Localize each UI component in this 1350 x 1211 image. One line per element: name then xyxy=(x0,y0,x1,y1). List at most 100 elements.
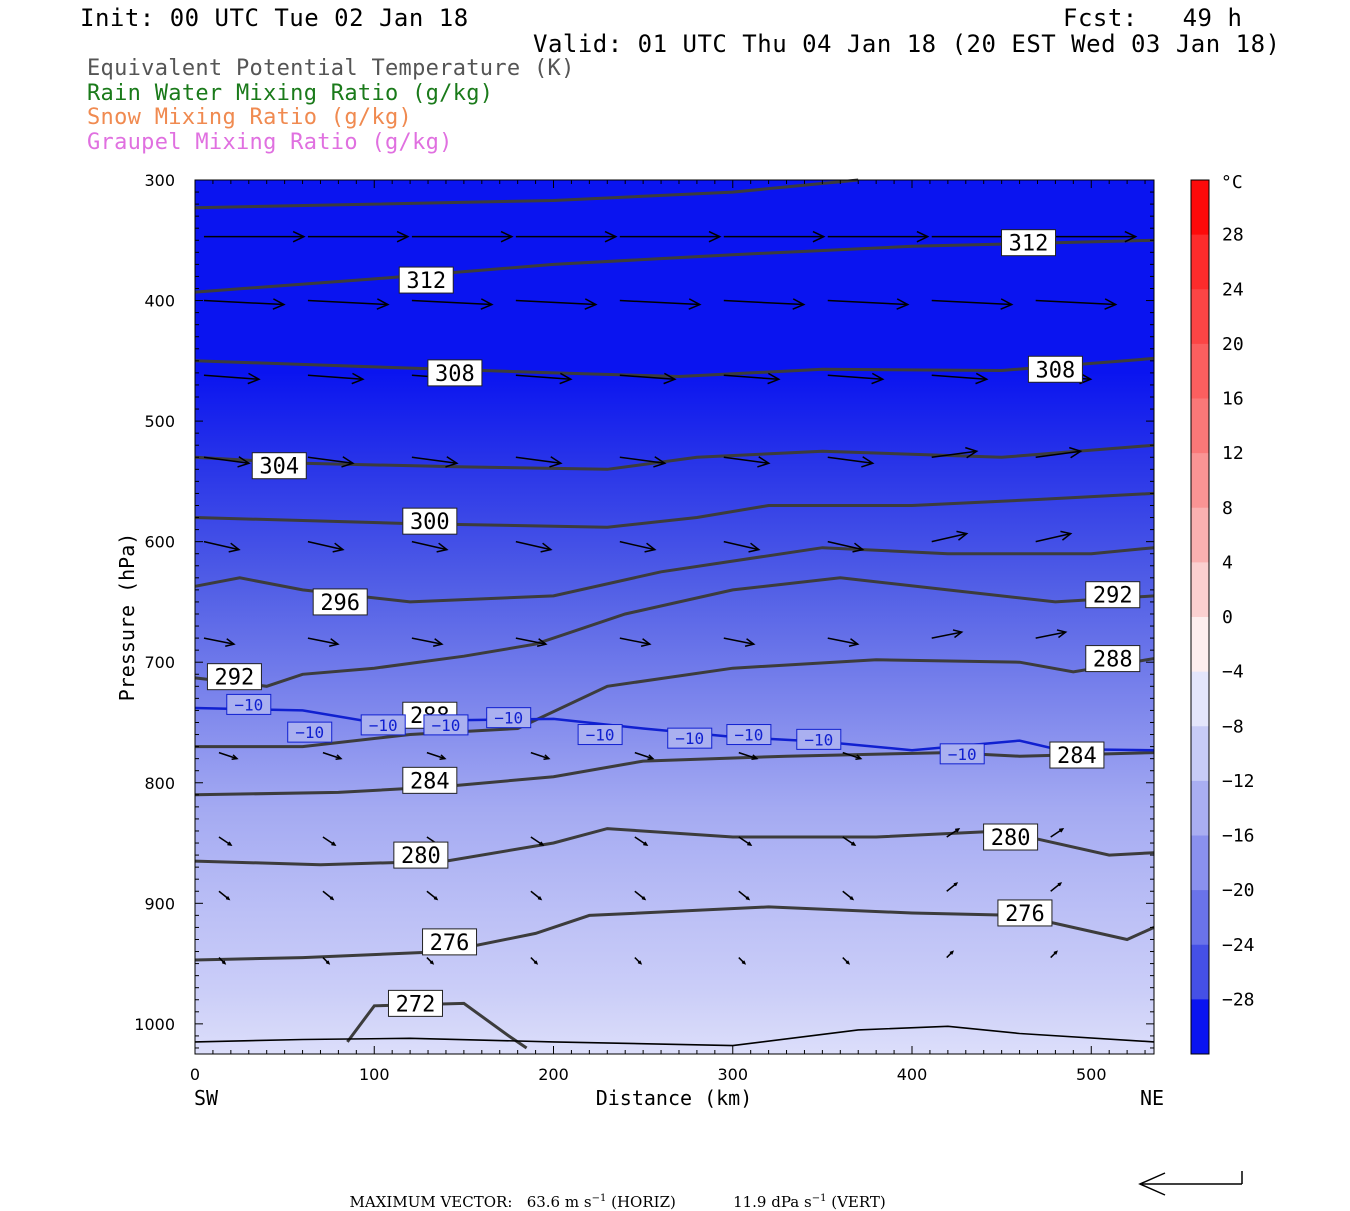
theta-e-label: 308 xyxy=(427,359,483,387)
theta-e-label: 312 xyxy=(1001,229,1057,257)
wind-vector-arrow xyxy=(738,890,751,901)
wind-vector-arrow xyxy=(203,637,236,648)
wind-vector-arrow xyxy=(426,890,439,901)
x-tick-label: 500 xyxy=(1076,1065,1107,1084)
colorbar-bin xyxy=(1191,234,1209,290)
theta-e-label: 296 xyxy=(312,588,368,616)
wind-vector-arrow xyxy=(411,456,459,468)
valid-time: Valid: 01 UTC Thu 04 Jan 18 (20 EST Wed … xyxy=(533,30,1281,58)
colorbar-bin xyxy=(1191,835,1209,891)
wind-vector-arrow xyxy=(515,540,553,553)
theta-e-label: 272 xyxy=(387,989,443,1017)
colorbar-tick-label: 28 xyxy=(1222,225,1244,246)
colorbar-bin xyxy=(1191,343,1209,399)
colorbar-tick-label: 4 xyxy=(1222,552,1233,573)
wind-vector-arrow xyxy=(426,751,447,761)
svg-text:276: 276 xyxy=(430,931,470,956)
colorbar-tick-label: 20 xyxy=(1222,334,1244,355)
colorbar-bin xyxy=(1191,507,1209,563)
colorbar-frame xyxy=(1190,179,1210,1055)
x-tick-label: 400 xyxy=(897,1065,928,1084)
theta-e-label: 284 xyxy=(402,766,458,794)
temperature-label: −10 xyxy=(486,707,532,729)
colorbar-bin xyxy=(1191,562,1209,618)
wind-vector-arrow xyxy=(203,298,286,310)
wind-vector-arrow xyxy=(723,298,806,310)
legend-equivalent-potential-temperature: Equivalent Potential Temperature (K) xyxy=(87,56,575,81)
svg-text:−10: −10 xyxy=(948,745,977,764)
colorbar-bin xyxy=(1191,180,1209,236)
colorbar-tick-label: 12 xyxy=(1222,443,1244,464)
wind-vector-arrow xyxy=(619,372,677,385)
svg-text:−10: −10 xyxy=(432,716,461,735)
temperature-label: −10 xyxy=(796,728,842,750)
theta-e-contour-292 xyxy=(194,576,1155,688)
wind-vector-arrow xyxy=(515,372,573,385)
theta-e-contour-272 xyxy=(346,1001,528,1050)
colorbar-bin xyxy=(1191,617,1209,673)
wind-vector-arrow xyxy=(634,890,647,901)
y-axis-title: Pressure (hPa) xyxy=(115,533,139,702)
colorbar-bin xyxy=(1191,289,1209,345)
wind-vector-arrow xyxy=(411,637,444,648)
theta-e-contour-288 xyxy=(195,657,1155,749)
wind-vector-arrow xyxy=(218,751,239,761)
wind-vector-arrow xyxy=(530,890,543,901)
max-horizontal-unit-exponent: −1 xyxy=(591,1193,607,1204)
wind-vector-arrow xyxy=(307,372,365,385)
wind-vector-arrow xyxy=(1035,530,1073,543)
max-vector-footer: MAXIMUM VECTOR: 63.6 m s−1 (HORIZ) 11.9 … xyxy=(340,1175,886,1211)
svg-text:276: 276 xyxy=(1005,902,1045,927)
wind-vector-arrow xyxy=(322,751,343,761)
colorbar-tick-label: −28 xyxy=(1222,989,1255,1010)
wind-vector-arrow xyxy=(203,540,241,553)
theta-e-contour-276 xyxy=(194,905,1155,962)
max-horizontal-tag: (HORIZ) xyxy=(611,1193,676,1211)
svg-text:272: 272 xyxy=(396,992,436,1017)
temperature-label: −10 xyxy=(667,727,713,749)
svg-text:−10: −10 xyxy=(295,723,324,742)
svg-text:292: 292 xyxy=(1093,584,1133,609)
theta-e-label: 288 xyxy=(1085,645,1141,673)
svg-text:−10: −10 xyxy=(675,729,704,748)
y-tick-label: 1000 xyxy=(134,1015,175,1034)
x-axis-title: Distance (km) xyxy=(596,1086,753,1110)
wind-vector-arrow xyxy=(515,456,563,468)
wind-vector-arrow xyxy=(827,637,860,648)
x-tick-label: 300 xyxy=(717,1065,748,1084)
plot-area: 3123123083083043002962922922882882842842… xyxy=(194,178,1155,1055)
max-vertical-tag: (VERT) xyxy=(831,1193,886,1211)
svg-text:−10: −10 xyxy=(234,695,263,714)
wind-vector-arrow xyxy=(322,957,331,965)
svg-text:−10: −10 xyxy=(734,726,763,745)
wind-vector-arrow xyxy=(203,372,261,385)
svg-text:304: 304 xyxy=(259,455,299,480)
y-tick-label: 300 xyxy=(144,171,175,190)
theta-e-contour-308 xyxy=(194,356,1155,379)
wind-vector-arrow xyxy=(1035,298,1118,310)
wind-vector-arrow xyxy=(738,957,747,965)
colorbar-tick-label: 8 xyxy=(1222,498,1233,519)
wind-vector-arrow xyxy=(842,836,857,846)
wind-vector-arrow xyxy=(307,540,345,553)
colorbar-tick-label: −20 xyxy=(1222,880,1255,901)
wind-vector-arrow xyxy=(931,298,1014,310)
theta-e-contour-312 xyxy=(194,238,1155,294)
wind-vector-arrow xyxy=(218,836,233,846)
wind-vector-arrow xyxy=(322,836,337,846)
svg-text:280: 280 xyxy=(991,826,1031,851)
wind-vector-arrow xyxy=(411,298,494,310)
colorbar-bin xyxy=(1191,453,1209,509)
wind-vector-arrow xyxy=(411,540,449,553)
svg-text:296: 296 xyxy=(320,591,360,616)
theta-e-label: 304 xyxy=(251,452,307,480)
legend-snow: Snow Mixing Ratio (g/kg) xyxy=(87,105,413,130)
wind-vector-arrow xyxy=(931,372,989,385)
wind-vector-arrow xyxy=(827,456,875,468)
svg-text:288: 288 xyxy=(1093,648,1133,673)
theta-e-contour-280 xyxy=(194,827,1155,867)
forecast-hour: Fcst: 49 h xyxy=(1063,4,1243,32)
plot-frame xyxy=(194,179,1155,1055)
svg-text:300: 300 xyxy=(410,510,450,535)
